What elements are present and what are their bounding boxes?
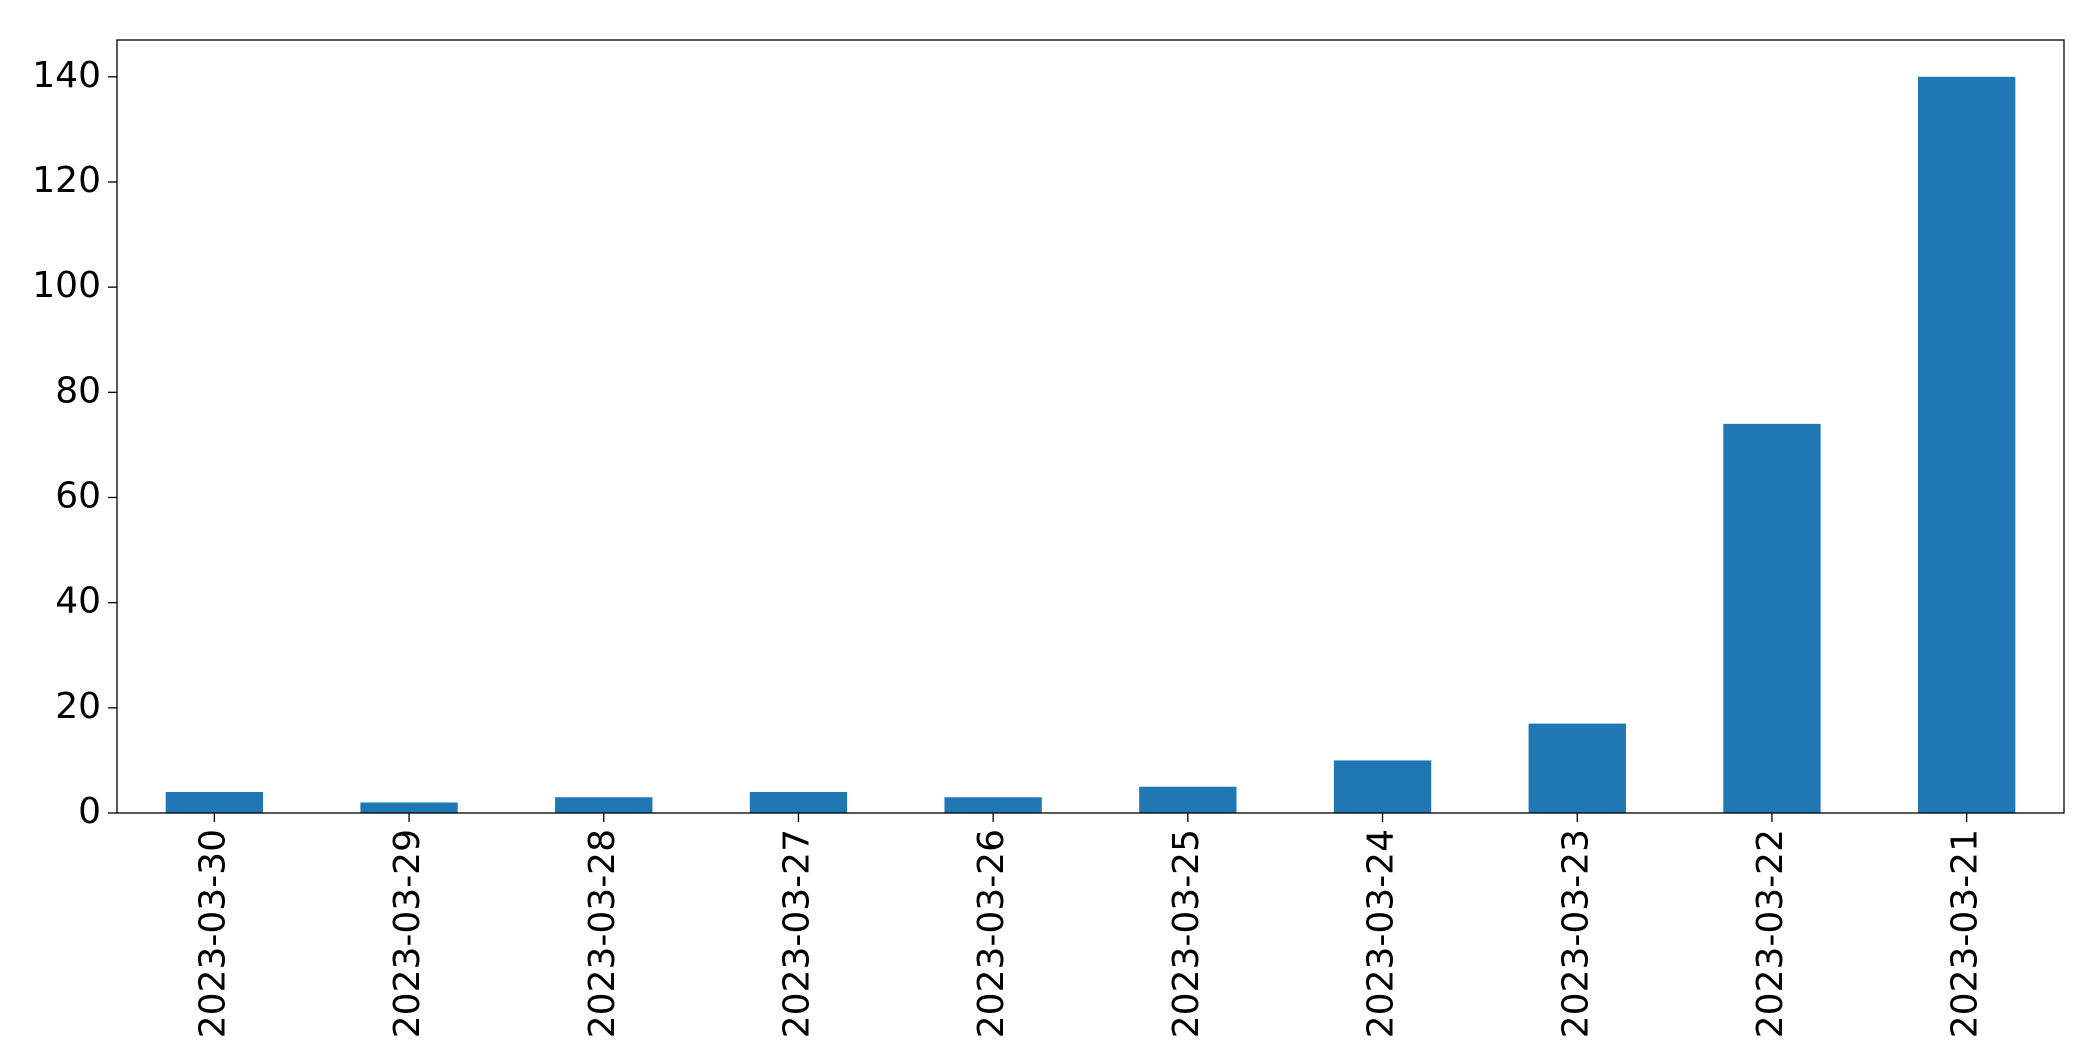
bar bbox=[1917, 76, 2016, 814]
x-tick-label: 2023-03-27 bbox=[776, 829, 817, 1038]
y-tick-label: 120 bbox=[32, 160, 101, 201]
bar bbox=[555, 797, 653, 813]
x-tick-label: 2023-03-30 bbox=[192, 829, 233, 1038]
x-tick-label: 2023-03-28 bbox=[582, 829, 623, 1038]
x-tick-label: 2023-03-21 bbox=[1945, 829, 1986, 1038]
x-tick-label: 2023-03-29 bbox=[387, 829, 428, 1038]
bar bbox=[1723, 423, 1821, 813]
y-tick-label: 100 bbox=[32, 265, 101, 306]
y-tick-label: 40 bbox=[55, 581, 101, 622]
y-tick-label: 140 bbox=[32, 55, 101, 96]
bar bbox=[1139, 786, 1237, 813]
y-tick-label: 80 bbox=[55, 370, 101, 411]
x-tick-label: 2023-03-23 bbox=[1555, 829, 1596, 1038]
x-tick-label: 2023-03-22 bbox=[1750, 829, 1791, 1038]
bar bbox=[1528, 723, 1626, 813]
y-tick-label: 0 bbox=[78, 791, 101, 832]
y-tick-label: 60 bbox=[55, 475, 101, 516]
bar bbox=[1333, 760, 1432, 813]
plot-frame bbox=[116, 39, 2065, 814]
y-tick-label: 20 bbox=[55, 686, 101, 727]
bar bbox=[165, 791, 264, 813]
bar bbox=[944, 797, 1042, 813]
x-tick-label: 2023-03-25 bbox=[1166, 829, 1207, 1038]
x-tick-label: 2023-03-24 bbox=[1361, 829, 1402, 1038]
bar bbox=[360, 802, 458, 813]
x-tick-label: 2023-03-26 bbox=[971, 829, 1012, 1038]
bar bbox=[749, 791, 848, 813]
